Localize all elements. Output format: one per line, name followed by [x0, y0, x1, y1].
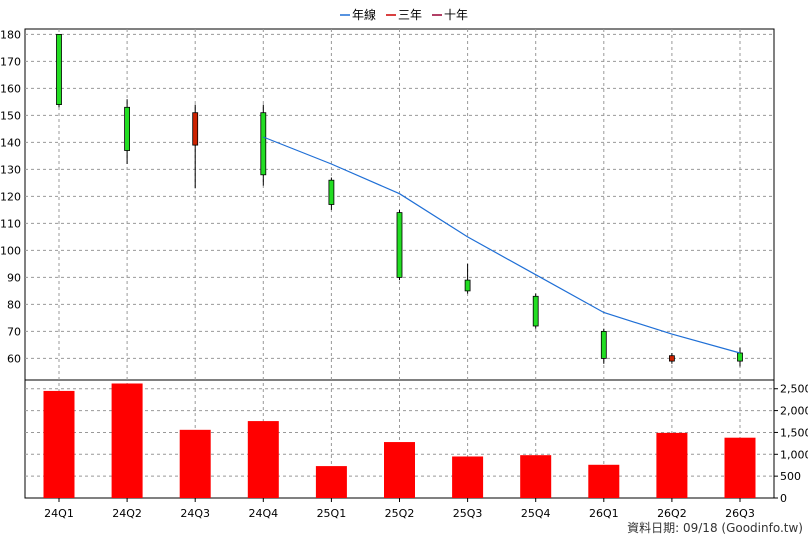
volume-bar: [111, 383, 143, 498]
price-y-tick-label: 70: [7, 325, 21, 338]
source-footer: 資料日期: 09/18 (Goodinfo.tw): [627, 521, 803, 535]
x-tick-label: 24Q3: [180, 507, 210, 520]
x-tick-label: 24Q1: [44, 507, 74, 520]
volume-bar: [179, 429, 211, 498]
price-y-tick-label: 150: [0, 109, 21, 122]
volume-bar: [247, 421, 279, 498]
axes: 60 70 80 90 100 110 120 130 140 150 160 170 180 0 500 1…: [0, 28, 808, 520]
volume-y-tick-label: 2,000: [780, 405, 808, 418]
volume-y-tick-label: 500: [780, 470, 801, 483]
volume-bar: [384, 442, 415, 498]
volume-bar: [315, 466, 347, 498]
x-tick-label: 25Q3: [453, 507, 483, 520]
candle-body: [56, 34, 62, 105]
price-y-tick-label: 120: [0, 190, 21, 203]
volume-bar: [520, 455, 552, 498]
price-y-tick-label: 180: [0, 28, 21, 41]
volume-bar: [724, 437, 756, 498]
legend-label-ten-year: 十年: [444, 8, 468, 22]
price-y-tick-label: 160: [0, 82, 21, 95]
candle-body: [737, 352, 743, 362]
volume-bar: [452, 456, 484, 498]
x-tick-label: 26Q1: [589, 507, 619, 520]
candle-body: [396, 212, 403, 278]
x-tick-label: 26Q2: [657, 507, 687, 520]
x-tick-label: 25Q2: [385, 507, 415, 520]
legend: 年線 三年 十年: [340, 7, 468, 22]
legend-label-three-year: 三年: [398, 8, 422, 22]
candle-body: [532, 295, 539, 327]
candle-body: [600, 330, 607, 359]
price-y-tick-label: 170: [0, 55, 21, 68]
price-y-tick-label: 90: [7, 271, 21, 284]
volume-bar: [588, 464, 620, 498]
x-tick-label: 24Q4: [248, 507, 278, 520]
candle-body: [328, 179, 335, 205]
volume-y-tick-label: 0: [780, 492, 787, 505]
legend-label-year-line: 年線: [352, 7, 376, 22]
price-y-tick-label: 110: [0, 217, 21, 230]
candle-body: [260, 112, 267, 176]
volume-y-tick-label: 1,500: [780, 426, 808, 439]
volume-bars: [43, 383, 756, 498]
price-y-tick-label: 130: [0, 163, 21, 176]
price-y-tick-label: 100: [0, 244, 21, 257]
candle-body: [124, 106, 130, 151]
x-tick-label: 25Q1: [317, 507, 347, 520]
x-tick-label: 25Q4: [521, 507, 551, 520]
year-line-series: [263, 136, 741, 354]
candle-body: [669, 355, 675, 362]
x-tick-label: 26Q3: [725, 507, 755, 520]
price-candles: [56, 34, 743, 367]
volume-bar: [656, 432, 688, 498]
year-line: [263, 136, 741, 354]
volume-y-tick-label: 2,500: [780, 383, 808, 396]
volume-y-tick-label: 1,000: [780, 448, 808, 461]
price-y-tick-label: 140: [0, 136, 21, 149]
price-y-tick-label: 80: [7, 298, 21, 311]
candle-body: [464, 279, 471, 292]
candle-body: [192, 112, 199, 146]
price-y-tick-label: 60: [7, 352, 21, 365]
volume-bar: [43, 390, 75, 498]
x-tick-label: 24Q2: [112, 507, 142, 520]
